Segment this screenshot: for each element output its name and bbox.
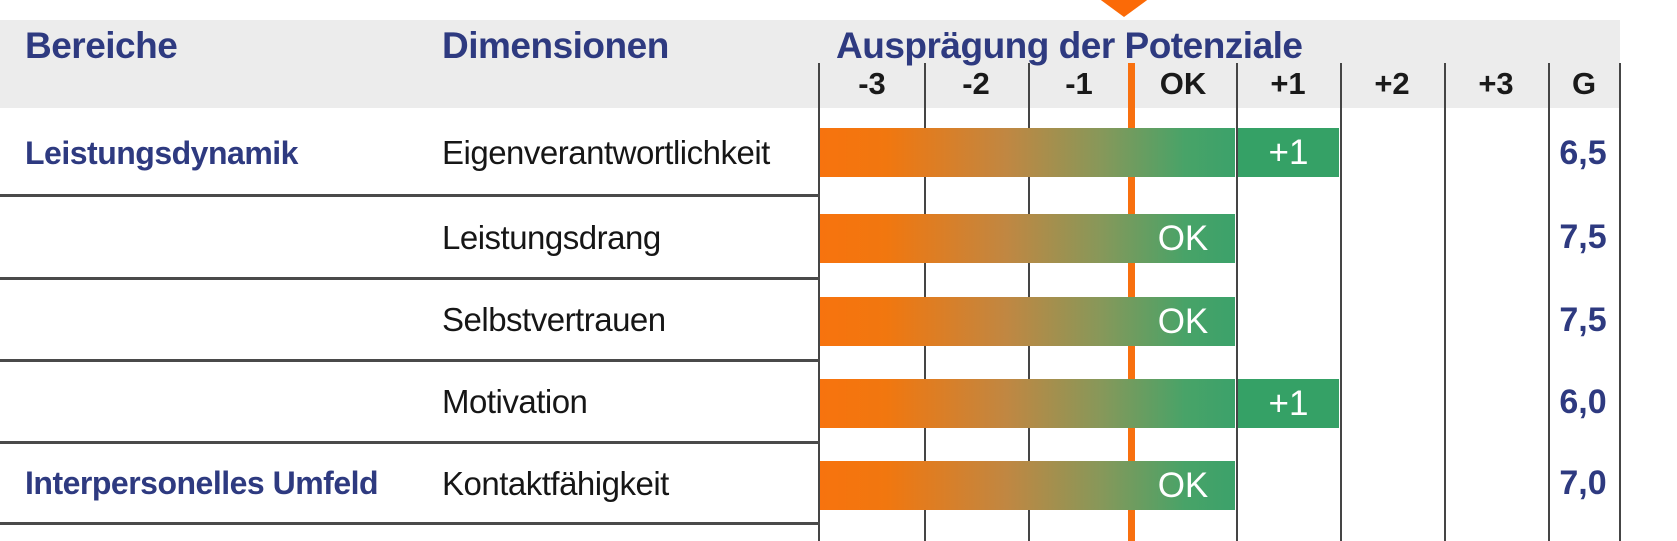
row-divider-line: [0, 194, 820, 197]
dimension-label: Eigenverantwortlichkeit: [442, 134, 770, 171]
rating-chip: [1238, 128, 1339, 177]
rating-label: +1: [1268, 383, 1309, 423]
grid-line-vertical: [818, 63, 820, 541]
g-score-value: 7,0: [1559, 464, 1607, 502]
rating-label: OK: [1157, 301, 1209, 341]
scale-tick-label-plus1: +1: [1270, 66, 1306, 101]
rating-chip: [1238, 379, 1339, 428]
dimension-label: Leistungsdrang: [442, 218, 661, 256]
dimension-label: Selbstvertrauen: [442, 301, 666, 338]
potential-bar: [820, 128, 1235, 177]
chart-title: Ausprägung der Potenziale: [836, 25, 1303, 66]
g-score-value: 6,0: [1559, 382, 1607, 421]
scale-tick-label-minus1: -1: [1065, 66, 1093, 101]
grid-line-vertical: [1619, 63, 1621, 541]
scale-tick-label-ok: OK: [1159, 66, 1207, 101]
potential-bar: [820, 214, 1235, 263]
g-score-value: 7,5: [1559, 300, 1607, 339]
rating-label: OK: [1157, 218, 1209, 258]
row-divider-line: [0, 522, 820, 525]
column-header-dimensionen: Dimensionen: [442, 25, 669, 66]
rating-label: OK: [1157, 465, 1209, 505]
scale-tick-label-g: G: [1571, 66, 1597, 101]
potential-bar: [820, 379, 1235, 428]
potential-bar: [820, 461, 1235, 510]
column-header-bereiche: Bereiche: [25, 25, 178, 66]
header-band: [0, 20, 1620, 108]
dimension-label: Motivation: [442, 383, 588, 420]
bereich-label: Interpersonelles Umfeld: [25, 465, 379, 501]
down-arrow-marker-icon: [1094, 0, 1154, 17]
g-score-value: 7,5: [1559, 218, 1607, 256]
bereich-label: Leistungsdynamik: [25, 134, 298, 171]
dimension-label: Kontaktfähigkeit: [442, 464, 669, 502]
scale-tick-label-minus3: -3: [858, 66, 886, 101]
scale-tick-label-minus2: -2: [962, 66, 990, 101]
scale-tick-label-plus3: +3: [1478, 66, 1514, 101]
grid-line-vertical: [1340, 63, 1342, 541]
row-divider-line: [0, 277, 820, 280]
scale-tick-label-plus2: +2: [1374, 66, 1410, 101]
grid-line-vertical: [1444, 63, 1446, 541]
row-divider-line: [0, 441, 820, 444]
rating-label: +1: [1268, 132, 1309, 172]
row-divider-line: [0, 359, 820, 362]
grid-line-vertical: [1548, 63, 1550, 541]
g-score-value: 6,5: [1559, 133, 1607, 172]
potential-bar: [820, 297, 1235, 346]
grid-line-vertical: [1236, 63, 1238, 541]
